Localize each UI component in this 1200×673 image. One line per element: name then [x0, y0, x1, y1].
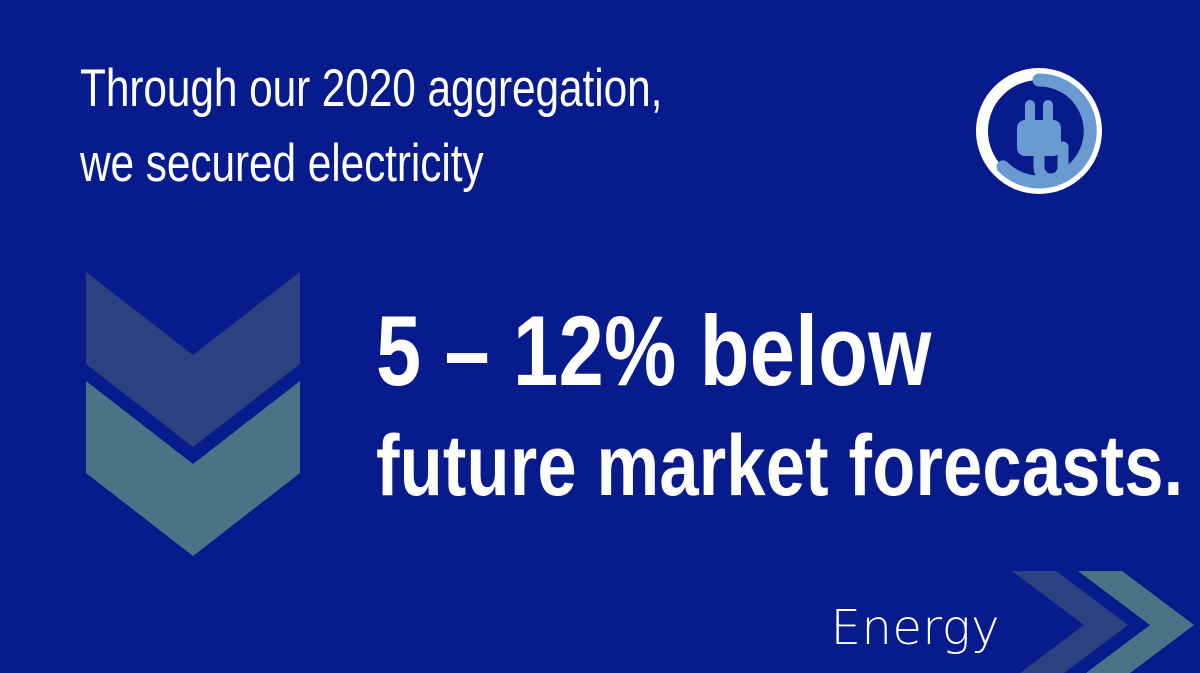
electric-plug-icon: [975, 67, 1103, 195]
double-right-chevron-icon: [1000, 571, 1200, 673]
headline-line-2: we secured electricity: [80, 134, 484, 193]
right-chevron-blue: [1012, 571, 1128, 673]
key-statement: 5 – 12% below future market forecasts.: [376, 295, 1184, 514]
statement-line-1: 5 – 12% below: [376, 295, 932, 406]
right-chevron-teal: [1078, 571, 1194, 673]
down-chevron-blue: [86, 272, 300, 447]
statement-line-2: future market forecasts.: [376, 417, 1184, 514]
headline-line-1: Through our 2020 aggregation,: [80, 59, 663, 118]
category-label: Energy: [830, 600, 1000, 656]
down-chevron-teal: [86, 381, 300, 556]
headline: Through our 2020 aggregation, we secured…: [80, 62, 736, 212]
double-down-chevron-icon: [86, 272, 300, 562]
